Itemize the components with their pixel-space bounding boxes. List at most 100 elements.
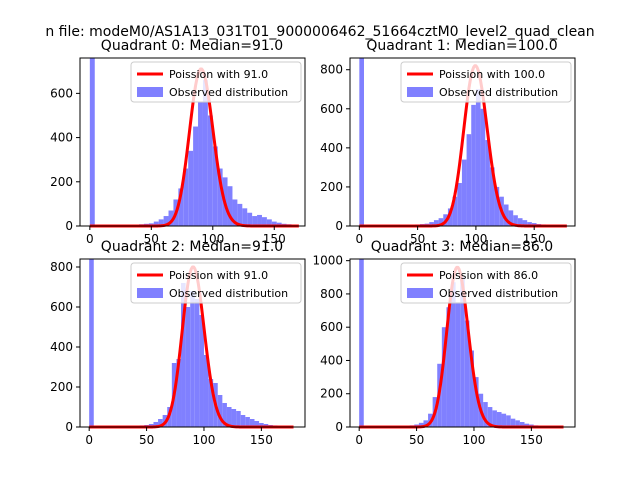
x-tick-label: 0 xyxy=(85,433,93,447)
histogram-bar xyxy=(163,216,169,226)
histogram-bar xyxy=(245,417,250,427)
x-tick-label: 50 xyxy=(139,433,154,447)
histogram-bar xyxy=(508,210,514,226)
histogram-bar xyxy=(513,215,518,226)
histogram-bar xyxy=(423,420,429,427)
legend-label-poisson: Poission with 100.0 xyxy=(439,68,545,81)
legend-box xyxy=(130,262,302,304)
x-tick-label: 100 xyxy=(463,433,486,447)
histogram-bar xyxy=(227,186,233,226)
histogram-bar xyxy=(466,134,472,226)
histogram-bar xyxy=(460,277,465,427)
histogram-bar xyxy=(178,188,184,226)
figure-suptitle: n file: modeM0/AS1A13_031T01_9000006462_… xyxy=(45,24,594,40)
histogram-bar xyxy=(489,167,495,226)
histogram-bar xyxy=(457,183,462,226)
histogram-bar xyxy=(203,355,209,427)
histogram-bar xyxy=(168,210,174,226)
y-tick-label: 0 xyxy=(335,420,343,434)
histogram-bar xyxy=(176,359,182,427)
x-tick-label: 50 xyxy=(144,232,159,246)
histogram-bar xyxy=(237,203,243,226)
histogram-bar xyxy=(153,422,159,427)
histogram-bar xyxy=(183,168,189,226)
histogram-bar xyxy=(202,80,208,226)
histogram-bar xyxy=(266,219,272,226)
quadrant-3-panel: 0 50 100 150 0 200 400 600 800 1000 Poission with … xyxy=(312,239,576,447)
quadrant-2-title: Quadrant 2: Median=91.0 xyxy=(101,239,283,255)
histogram-bar xyxy=(517,218,523,226)
histogram-bar xyxy=(464,320,470,427)
histogram-bar xyxy=(212,146,218,226)
histogram-bar xyxy=(232,199,238,226)
axes-frame xyxy=(349,57,576,227)
histogram-bar xyxy=(475,89,481,226)
x-tick-label: 150 xyxy=(250,433,273,447)
histogram-bar xyxy=(217,168,223,226)
histogram-bar xyxy=(188,150,194,226)
y-tick-label: 0 xyxy=(65,420,73,434)
x-tick-label: 0 xyxy=(355,433,363,447)
histogram-bar xyxy=(438,218,444,226)
histogram-bar xyxy=(208,379,214,427)
y-tick-label: 1000 xyxy=(312,254,343,268)
histogram-bar xyxy=(247,212,253,226)
histogram-bar xyxy=(471,104,476,226)
histogram-bar xyxy=(480,108,486,226)
histogram-bar xyxy=(249,419,255,427)
x-tick-label: 0 xyxy=(86,232,94,246)
histogram-bar xyxy=(158,219,164,226)
x-tick-label: 100 xyxy=(464,232,487,246)
legend-bar-swatch xyxy=(137,87,163,97)
legend-label-poisson: Poission with 86.0 xyxy=(439,269,538,282)
y-tick-label: 0 xyxy=(335,219,343,233)
histogram-bar xyxy=(446,307,452,427)
histogram-bar xyxy=(193,126,199,226)
histogram-bar xyxy=(257,214,262,226)
histogram-bar xyxy=(510,418,516,427)
histogram-bar xyxy=(492,410,497,427)
y-tick-label: 400 xyxy=(50,340,73,354)
histogram-bar xyxy=(199,315,204,427)
legend-label-poisson: Poission with 91.0 xyxy=(169,269,268,282)
x-tick-label: 100 xyxy=(201,232,224,246)
histogram-bar xyxy=(185,307,191,427)
histogram-bar xyxy=(441,327,447,427)
histogram-bar xyxy=(254,421,260,427)
histogram-bar xyxy=(359,58,364,226)
histogram-bar xyxy=(515,420,520,427)
y-tick-label: 200 xyxy=(320,387,343,401)
histogram-bar xyxy=(242,208,248,226)
histogram-bar xyxy=(261,217,267,226)
histogram-bar xyxy=(259,423,264,427)
legend-bar-swatch xyxy=(407,288,433,298)
histogram-bar xyxy=(153,221,159,226)
histogram-bar xyxy=(240,415,246,427)
histogram-bar xyxy=(217,395,223,427)
legend-box xyxy=(400,262,572,304)
histogram-bar xyxy=(483,402,488,427)
legend-label-observed: Observed distribution xyxy=(439,86,558,99)
histogram-bar xyxy=(452,196,458,226)
quadrant-1-panel: 0 50 100 150 0 200 400 600 800 Poission with 100.… xyxy=(320,38,576,246)
histogram-bar xyxy=(469,350,474,427)
x-tick-label: 100 xyxy=(193,433,216,447)
y-tick-label: 200 xyxy=(50,175,73,189)
axes-frame xyxy=(79,258,306,428)
histogram-bar xyxy=(429,222,434,226)
legend-label-observed: Observed distribution xyxy=(169,86,288,99)
histogram-bar xyxy=(276,222,282,226)
y-tick-label: 200 xyxy=(50,380,73,394)
legend-bar-swatch xyxy=(137,288,163,298)
x-tick-label: 0 xyxy=(356,232,364,246)
axes-frame xyxy=(79,57,306,227)
legend-label-observed: Observed distribution xyxy=(169,287,288,300)
histogram-bar xyxy=(461,159,467,226)
y-tick-label: 600 xyxy=(320,320,343,334)
quadrant-1-title: Quadrant 1: Median=100.0 xyxy=(366,38,557,54)
legend-box xyxy=(130,61,302,103)
axes-frame xyxy=(349,258,576,428)
histogram-bar xyxy=(359,259,364,427)
histogram-bar xyxy=(198,102,203,226)
histogram-bar xyxy=(181,283,186,427)
